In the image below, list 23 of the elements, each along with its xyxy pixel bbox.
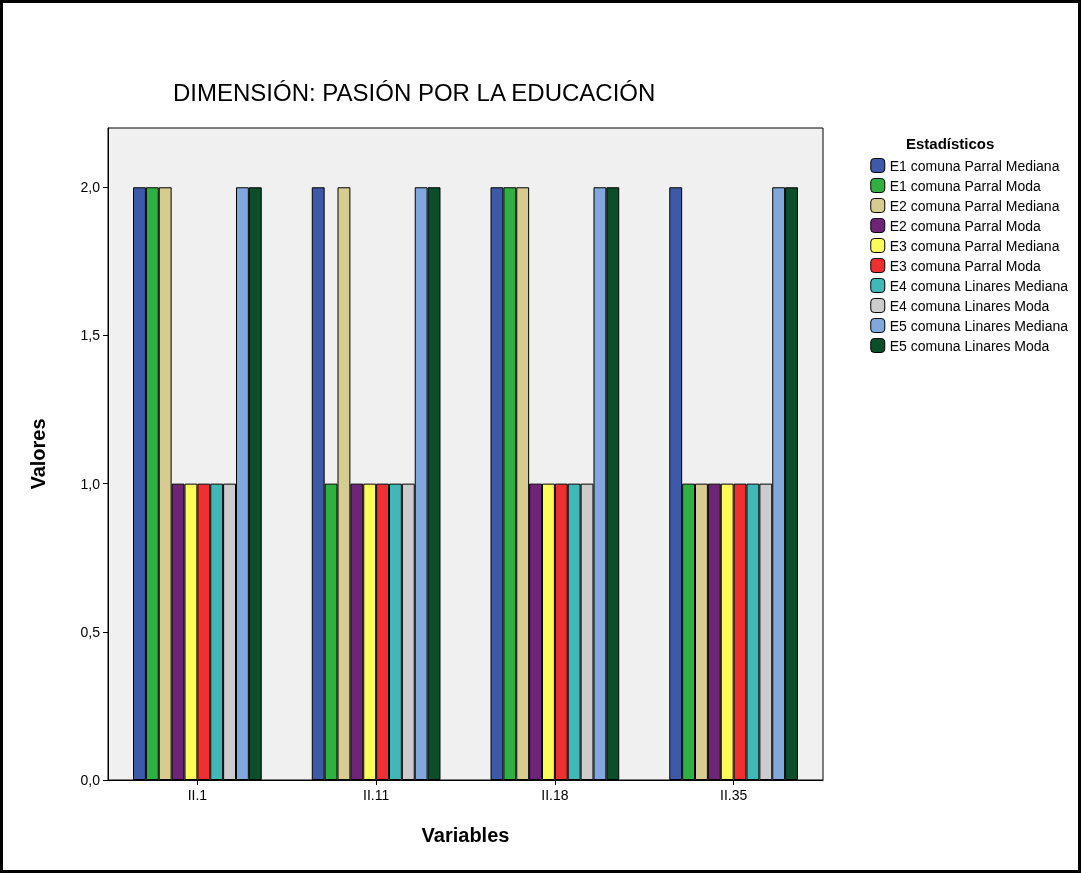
legend-label: E3 comuna Parral Moda (889, 257, 1041, 274)
x-tick-label: II.18 (541, 787, 569, 803)
x-tick-label: II.1 (187, 787, 208, 803)
y-tick-label: 2,0 (80, 179, 101, 196)
y-tick-label: 1,5 (80, 327, 101, 344)
legend-label: E2 comuna Parral Mediana (889, 197, 1060, 214)
legend-label: E5 comuna Linares Mediana (889, 317, 1069, 334)
legend-label: E2 comuna Parral Moda (889, 217, 1041, 234)
legend-label: E1 comuna Parral Mediana (889, 157, 1060, 174)
y-tick-label: 0,0 (80, 772, 101, 788)
y-axis-title: Valores (27, 418, 49, 490)
y-tick-label: 0,5 (80, 623, 101, 640)
legend-label: E4 comuna Linares Mediana (889, 277, 1069, 294)
x-axis-title: Variables (421, 824, 510, 846)
legend-label: E1 comuna Parral Moda (889, 177, 1041, 194)
x-tick-label: II.11 (363, 787, 390, 803)
legend-label: E3 comuna Parral Mediana (889, 237, 1060, 254)
legend-label: E4 comuna Linares Moda (889, 297, 1050, 314)
legend-title: Estadísticos (906, 135, 995, 152)
x-tick-label: II.35 (720, 787, 748, 803)
legend-label: E5 comuna Linares Moda (889, 337, 1050, 354)
chart-title: DIMENSIÓN: PASIÓN POR LA EDUCACIÓN (173, 78, 656, 106)
y-tick-label: 1,0 (80, 475, 101, 492)
